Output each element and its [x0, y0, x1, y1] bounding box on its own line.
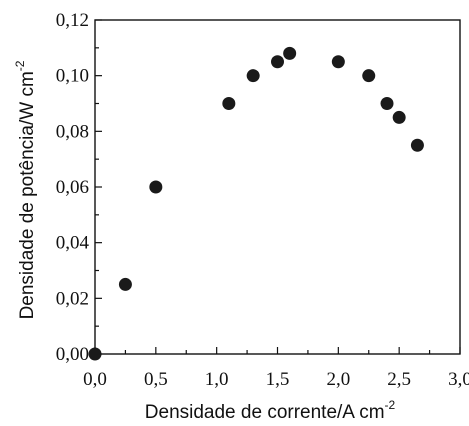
data-point — [362, 69, 376, 83]
tick-labels: 0,0 0,5 1,0 1,5 2,0 2,5 3,0 0,00 0,02 0,04 0,06 0,0… — [56, 10, 469, 390]
y-tick-label: 0,08 — [56, 121, 89, 142]
x-tick-label: 2,0 — [326, 369, 350, 390]
y-tick-label: 0,04 — [56, 233, 90, 254]
y-axis-title-text: Densidade de potência/W cm — [17, 71, 38, 319]
data-point — [149, 180, 163, 194]
y-tick-label: 0,12 — [56, 10, 89, 31]
x-tick-label: 2,5 — [387, 369, 411, 390]
y-tick-label: 0,02 — [56, 288, 89, 309]
data-point — [246, 69, 260, 83]
x-tick-label: 0,5 — [144, 369, 168, 390]
y-tick-label: 0,06 — [56, 177, 89, 198]
y-tick-label: 0,10 — [56, 66, 89, 87]
y-axis-title: Densidade de potência/W cm-2 — [13, 60, 38, 319]
data-point — [331, 55, 345, 69]
x-tick-label: 1,5 — [266, 369, 290, 390]
x-axis-title: Densidade de corrente/A cm-2 — [145, 398, 396, 423]
x-tick-label: 0,0 — [83, 369, 107, 390]
data-point — [118, 277, 132, 291]
data-points — [88, 46, 424, 361]
axis-ticks — [94, 19, 461, 355]
x-axis-title-superscript: -2 — [385, 398, 396, 412]
data-point — [380, 97, 394, 110]
data-point — [410, 138, 424, 152]
data-point — [392, 110, 406, 124]
y-axis-title-superscript: -2 — [13, 60, 27, 71]
data-point — [283, 46, 297, 60]
x-axis-title-text: Densidade de corrente/A cm — [145, 402, 385, 423]
x-tick-label: 1,0 — [205, 369, 229, 390]
y-tick-label: 0,00 — [56, 344, 89, 365]
data-point — [271, 55, 284, 69]
x-tick-label: 3,0 — [448, 369, 469, 390]
data-point — [222, 97, 236, 110]
data-point — [88, 347, 102, 361]
